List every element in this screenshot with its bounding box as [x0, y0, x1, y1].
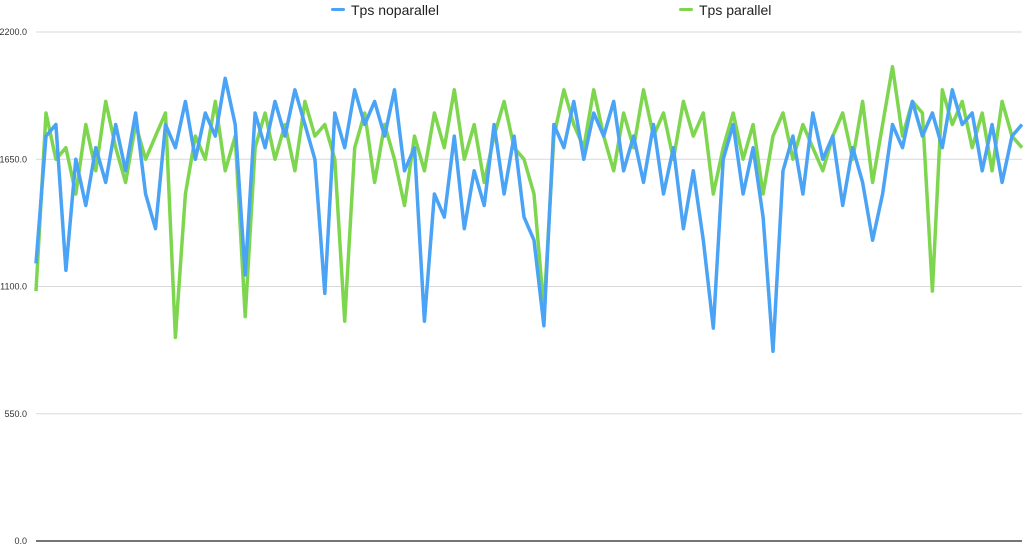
- y-tick-label: 0.0: [14, 536, 27, 546]
- series-line-parallel: [34, 64, 1024, 340]
- legend-label-parallel: Tps parallel: [699, 2, 771, 18]
- y-tick-label: 1100.0: [0, 282, 27, 292]
- y-tick-label: 550.0: [4, 409, 27, 419]
- legend: Tps noparallel Tps parallel: [331, 2, 771, 18]
- legend-label-noparallel: Tps noparallel: [351, 2, 439, 18]
- y-tick-label: 2200.0: [0, 27, 27, 37]
- y-tick-label: 1650.0: [0, 154, 27, 164]
- legend-swatch-parallel: [679, 8, 693, 11]
- series-line-noparallel: [34, 76, 1024, 354]
- series-lines: [34, 64, 1024, 354]
- y-axis: 0.0 550.0 1100.0 1650.0 2200.0: [0, 27, 27, 546]
- legend-swatch-noparallel: [331, 8, 345, 11]
